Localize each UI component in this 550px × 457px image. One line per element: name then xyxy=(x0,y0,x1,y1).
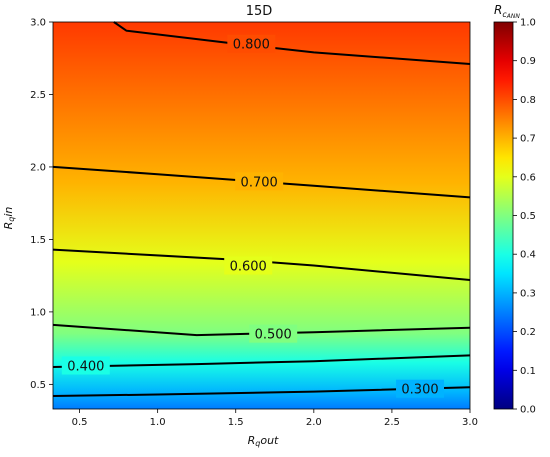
x-tick-label: 1.5 xyxy=(228,417,244,428)
colorbar: 0.0 0.1 0.2 0.3 0.4 0.5 0.6 0.7 0.8 0.9 1.0 RcANN xyxy=(493,3,536,416)
y-tick-label: 2.0 xyxy=(30,162,46,173)
contour-label: 0.700 xyxy=(241,175,278,190)
colorbar-tick-label: 1.0 xyxy=(520,18,536,29)
colorbar-ticks: 0.0 0.1 0.2 0.3 0.4 0.5 0.6 0.7 0.8 0.9 1.0 xyxy=(513,18,536,416)
contour-line xyxy=(52,354,471,368)
x-tick-label: 2.0 xyxy=(306,417,322,428)
y-axis: 0.5 1.0 1.5 2.0 2.5 3.0 xyxy=(30,18,53,391)
contour-label: 0.500 xyxy=(255,328,292,343)
contour-line xyxy=(52,386,471,397)
colorbar-bar xyxy=(493,21,514,410)
colorbar-tick-label: 0.7 xyxy=(520,134,536,145)
y-tick-label: 1.0 xyxy=(30,307,46,318)
contour-label: 0.600 xyxy=(230,260,267,275)
colorbar-label: RcANN xyxy=(494,3,520,20)
heatmap-field xyxy=(53,22,470,409)
colorbar-tick-label: 0.6 xyxy=(520,172,536,183)
colorbar-tick-label: 0.1 xyxy=(520,366,536,377)
contour-label-bg xyxy=(227,34,276,53)
chart-title: 15D xyxy=(246,4,273,19)
colorbar-tick-label: 0.8 xyxy=(520,95,536,106)
contour-label-bg xyxy=(224,256,273,275)
y-tick-label: 1.5 xyxy=(30,235,46,246)
x-tick-label: 1.0 xyxy=(150,417,166,428)
x-tick-label: 3.0 xyxy=(462,417,478,428)
plot-frame xyxy=(52,21,471,410)
contour-label-bg xyxy=(396,379,445,398)
x-axis: 0.5 1.0 1.5 2.0 2.5 3.0 xyxy=(72,409,478,428)
colorbar-tick-label: 0.4 xyxy=(520,250,536,261)
contour-label-bg xyxy=(235,172,284,191)
contour-label: 0.400 xyxy=(67,360,104,375)
y-tick-label: 3.0 xyxy=(30,18,46,29)
plot-area: 0.300 0.400 0.500 0.600 0.700 0.800 xyxy=(52,21,471,410)
x-axis-label: Rqout xyxy=(248,434,279,448)
contour-label-bg xyxy=(61,356,110,375)
contour-label-bg xyxy=(249,324,298,343)
y-tick-label: 0.5 xyxy=(30,380,46,391)
x-tick-label: 2.5 xyxy=(384,417,400,428)
contour-label: 0.300 xyxy=(401,383,438,398)
contour-line xyxy=(52,248,471,281)
x-tick-label: 0.5 xyxy=(72,417,88,428)
y-tick-label: 2.5 xyxy=(30,90,46,101)
colorbar-tick-label: 0.9 xyxy=(520,56,536,67)
contour-layer: 0.300 0.400 0.500 0.600 0.700 0.800 xyxy=(52,21,471,398)
colorbar-tick-label: 0.5 xyxy=(520,211,536,222)
y-axis-label: Rqin xyxy=(2,207,16,230)
colorbar-tick-label: 0.2 xyxy=(520,327,536,338)
colorbar-tick-label: 0.0 xyxy=(520,405,536,416)
colorbar-tick-label: 0.3 xyxy=(520,288,536,299)
contour-label: 0.800 xyxy=(233,38,270,53)
